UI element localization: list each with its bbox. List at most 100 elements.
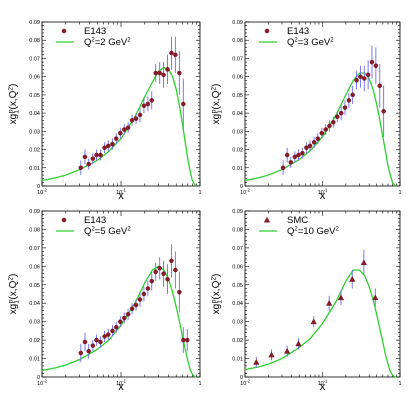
- y-tick-label: 0.07: [29, 246, 40, 252]
- data-point: [102, 334, 107, 339]
- data-point: [153, 269, 158, 275]
- data-point: [110, 328, 115, 334]
- x-axis-label: x: [320, 381, 326, 393]
- y-tick-label: 0.08: [29, 38, 40, 44]
- x-tick-label: 10-1: [318, 379, 329, 388]
- model-curve: [244, 72, 397, 187]
- data-point: [350, 92, 355, 98]
- data-point: [149, 278, 154, 284]
- data-point: [323, 127, 328, 132]
- data-point: [94, 337, 99, 343]
- data-point: [284, 152, 290, 158]
- data-point: [288, 160, 294, 165]
- y-tick-label: 0.05: [29, 283, 40, 289]
- data-point: [310, 318, 317, 325]
- legend-data-label: E143: [84, 215, 106, 226]
- data-point: [125, 312, 131, 317]
- y-tick-label: 0.03: [232, 129, 243, 135]
- data-point: [169, 50, 174, 56]
- y-tick-label: 0.09: [29, 20, 40, 26]
- data-point: [90, 156, 96, 161]
- y-tick-label: 0: [37, 375, 40, 381]
- data-point: [307, 143, 313, 149]
- data-point: [122, 127, 127, 132]
- y-tick-label: 0.02: [232, 338, 243, 344]
- data-point: [354, 78, 359, 83]
- data-point: [78, 165, 84, 171]
- panel-3: 0 0.01 0.02 0.03 0.04 0.05 0.06 0.07 0.08 0.09 10-…: [8, 209, 202, 393]
- data-point: [133, 302, 139, 308]
- data-point: [181, 337, 186, 343]
- data-point: [300, 150, 305, 156]
- x-axis-label: x: [118, 381, 124, 393]
- y-tick-label: 0.08: [232, 227, 243, 233]
- data-point: [177, 70, 182, 76]
- data-point: [78, 350, 84, 356]
- model-curve: [41, 66, 197, 187]
- data-point: [137, 297, 143, 302]
- panel-2: 0 0.01 0.02 0.03 0.04 0.05 0.06 0.07 0.08 0.09 10-…: [211, 20, 402, 202]
- data-point: [331, 119, 336, 125]
- y-tick-label: 0: [240, 184, 243, 190]
- y-tick-label: 0.06: [232, 264, 243, 270]
- data-point: [319, 130, 325, 136]
- data-point: [377, 83, 383, 89]
- legend-curve-label: Q2=5 GeV2: [84, 226, 131, 237]
- panel-4: 0 0.01 0.02 0.03 0.04 0.05 0.06 0.07 0.08 0.09 10-…: [211, 209, 402, 393]
- x-axis-label: x: [320, 190, 326, 202]
- legend-marker: [61, 217, 67, 223]
- y-tick-label: 0.06: [29, 264, 40, 270]
- data-point: [129, 306, 135, 312]
- legend-data-label: SMC: [287, 215, 308, 226]
- data-point: [253, 359, 260, 365]
- y-tick-label: 0.09: [232, 20, 243, 26]
- data-point: [373, 63, 379, 68]
- data-point: [349, 276, 356, 282]
- x-tick-label: 10-2: [37, 188, 48, 197]
- data-point: [82, 154, 88, 160]
- data-point: [94, 152, 99, 158]
- y-tick-label: 0.07: [232, 246, 243, 252]
- data-point: [141, 103, 147, 109]
- y-tick-label: 0: [37, 184, 40, 190]
- data-point: [153, 70, 158, 76]
- y-tick-label: 0.05: [29, 93, 40, 99]
- y-tick-label: 0.04: [29, 301, 40, 307]
- x-tick-label: 1: [398, 381, 401, 387]
- y-tick-label: 0.06: [29, 75, 40, 81]
- data-point: [315, 136, 321, 141]
- data-point: [326, 300, 333, 306]
- y-tick-label: 0.07: [29, 56, 40, 62]
- y-tick-label: 0.06: [232, 75, 243, 81]
- data-point: [185, 337, 190, 343]
- data-point: [137, 112, 143, 118]
- data-point: [118, 130, 123, 136]
- y-axis-label: xg1p(x,Q2): [211, 274, 224, 315]
- y-tick-label: 0.02: [232, 148, 243, 154]
- data-point: [98, 339, 103, 345]
- data-point: [295, 340, 302, 347]
- data-point: [106, 332, 111, 337]
- data-point: [98, 152, 103, 158]
- data-point: [161, 271, 166, 276]
- x-tick-label: 10-2: [240, 188, 251, 197]
- y-tick-label: 0.09: [29, 209, 40, 215]
- y-tick-label: 0.02: [29, 338, 40, 344]
- x-tick-label: 10-1: [116, 188, 127, 197]
- data-point: [86, 348, 91, 354]
- y-tick-label: 0.08: [232, 38, 243, 44]
- data-point: [157, 70, 162, 76]
- data-point: [145, 286, 151, 291]
- data-point: [358, 74, 363, 79]
- legend-curve-label: Q2=3 GeV2: [287, 37, 334, 48]
- data-point: [161, 72, 166, 78]
- data-point: [141, 291, 147, 297]
- y-tick-label: 0.08: [29, 227, 40, 233]
- y-tick-label: 0.05: [232, 283, 243, 289]
- y-tick-label: 0.07: [232, 56, 243, 62]
- data-point: [169, 258, 174, 264]
- y-tick-label: 0: [240, 375, 243, 381]
- y-tick-label: 0.03: [29, 320, 40, 326]
- legend-marker: [264, 28, 270, 34]
- data-point: [337, 294, 345, 301]
